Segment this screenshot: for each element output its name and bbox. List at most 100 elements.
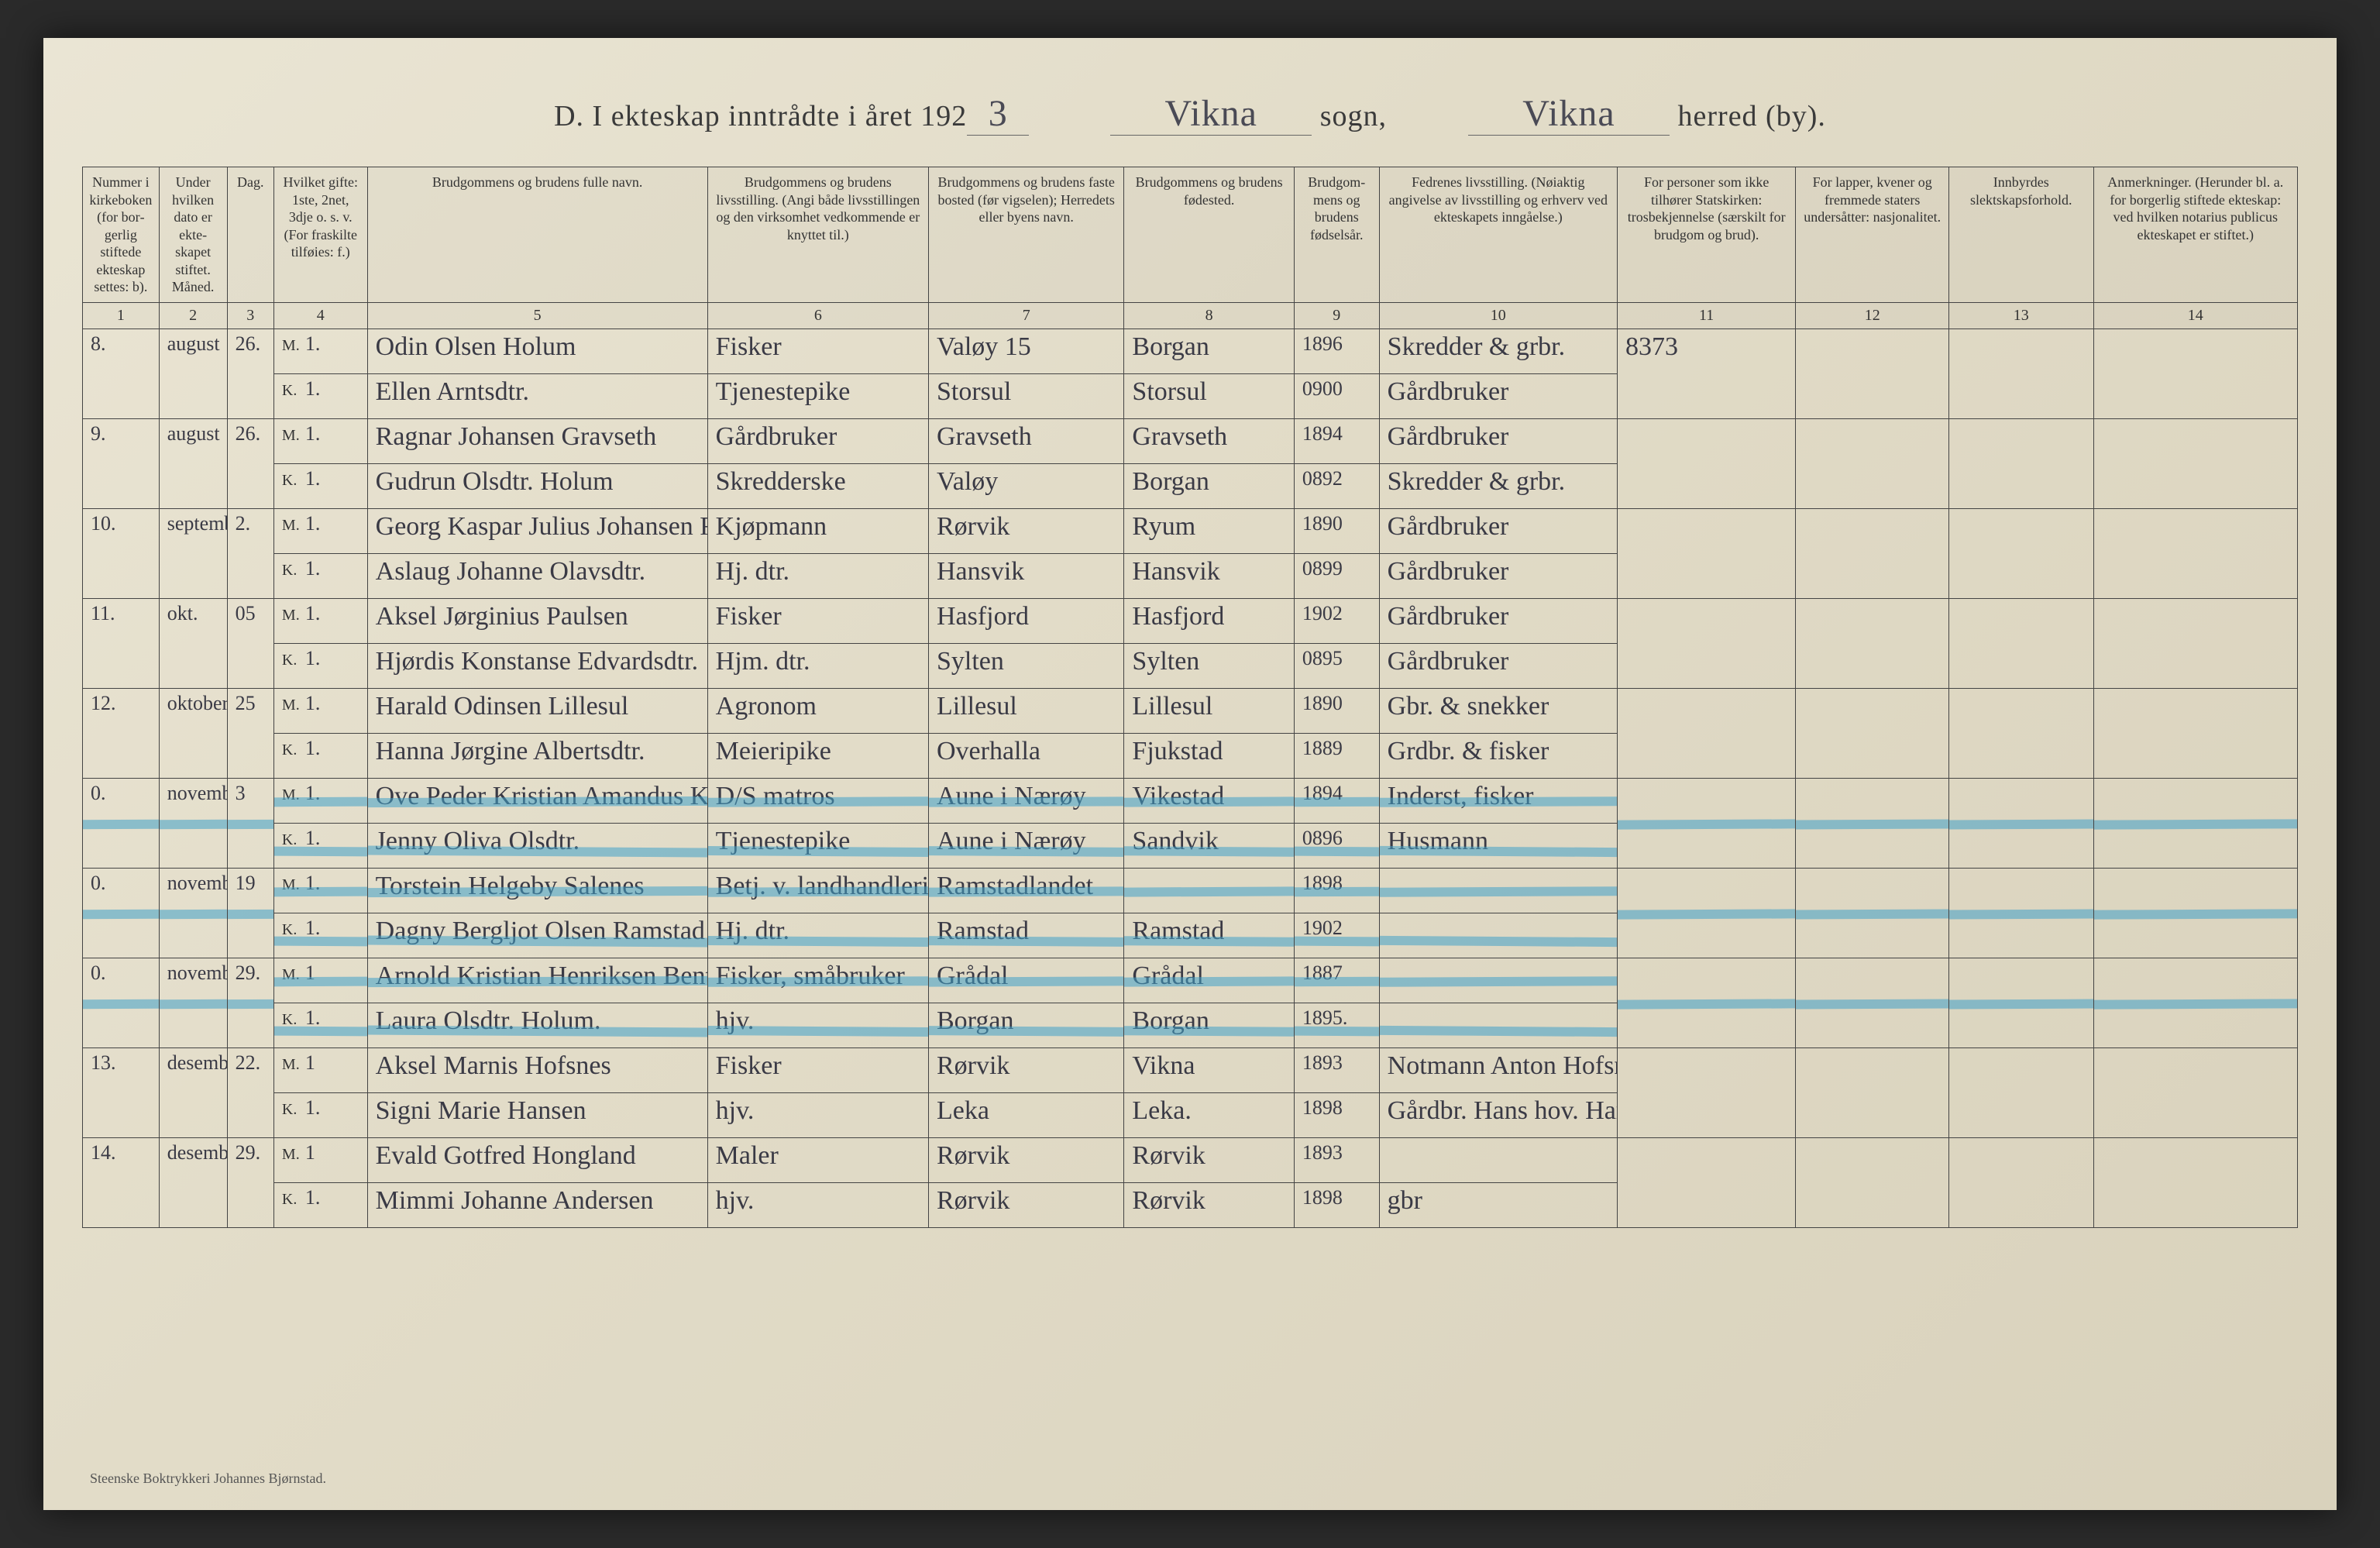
cell-year: 1890 [1294,688,1379,733]
col-header: Brudgom­mens og brudens fødsels­år. [1294,167,1379,303]
cell-month: november [159,958,227,1047]
cell-res: Rørvik [928,1047,1123,1092]
table-row: 14.desember29.M.1Evald Gotfred HonglandM… [83,1137,2298,1182]
cell-12 [1796,958,1949,1047]
cell-14 [2093,418,2297,508]
cell-month: septem­ber [159,508,227,598]
cell-12 [1796,1047,1949,1137]
header-sogn-value: Vikna [1110,92,1312,136]
cell-father: Skredder & grbr. [1379,329,1617,373]
cell-day: 26. [227,329,273,418]
cell-day: 29. [227,958,273,1047]
ledger-table: Nummer i kirke­boken (for bor­gerlig sti… [82,167,2298,1228]
cell-12 [1796,508,1949,598]
cell-gifte: K.1. [273,1182,367,1227]
col-header: Fedrenes livsstilling. (Nøiaktig angivel… [1379,167,1617,303]
cell-day: 19 [227,868,273,958]
cell-occ: Agronom [707,688,928,733]
cell-occ: D/S matros [707,778,928,823]
cell-13 [1948,418,2093,508]
table-head: Nummer i kirke­boken (for bor­gerlig sti… [83,167,2298,329]
table-row: 0.novem­ber3M.1.Ove Peder Kristian Amand… [83,778,2298,823]
cell-month: novem­ber [159,778,227,868]
cell-occ: Hj. dtr. [707,913,928,958]
cell-day: 29. [227,1137,273,1227]
cell-14 [2093,688,2297,778]
cell-born: Ryum [1124,508,1295,553]
cell-born: Sandvik [1124,823,1295,868]
cell-born: Lillesul [1124,688,1295,733]
ledger-page: D. I ekteskap inntrådte i året 1923 Vikn… [43,38,2337,1510]
cell-occ: hjv. [707,1182,928,1227]
cell-name: Mimmi Johanne Andersen [367,1182,707,1227]
cell-13 [1948,598,2093,688]
cell-13 [1948,868,2093,958]
cell-gifte: M.1 [273,1047,367,1092]
table-row: 10.septem­ber2.M.1.Georg Kaspar Julius J… [83,508,2298,553]
cell-year: 1894 [1294,418,1379,463]
cell-born: Hansvik [1124,553,1295,598]
cell-gifte: K.1. [273,553,367,598]
cell-num: 13. [83,1047,160,1137]
table-row: 0.novem­ber19M.1.Torstein Helgeby Salene… [83,868,2298,913]
cell-12 [1796,868,1949,958]
header-year: 3 [967,92,1029,136]
cell-11 [1617,958,1795,1047]
cell-res: Ramstadlandet [928,868,1123,913]
col-num: 7 [928,302,1123,329]
cell-14 [2093,329,2297,418]
cell-gifte: M.1 [273,1137,367,1182]
col-header: Hvilket gifte: 1ste, 2net, 3dje o. s. v.… [273,167,367,303]
cell-day: 22. [227,1047,273,1137]
col-num: 4 [273,302,367,329]
cell-gifte: K.1. [273,463,367,508]
cell-11 [1617,1047,1795,1137]
cell-born: Rørvik [1124,1137,1295,1182]
cell-occ: Meieripike [707,733,928,778]
cell-11 [1617,1137,1795,1227]
cell-occ: hjv. [707,1092,928,1137]
cell-name: Aksel Jørginius Paulsen [367,598,707,643]
cell-born [1124,868,1295,913]
cell-res: Valøy [928,463,1123,508]
cell-year: 1893 [1294,1047,1379,1092]
cell-gifte: M.1. [273,778,367,823]
cell-occ: Fisker [707,1047,928,1092]
cell-name: Harald Odinsen Lillesul [367,688,707,733]
cell-father: Inderst, fisker [1379,778,1617,823]
cell-day: 2. [227,508,273,598]
col-num: 12 [1796,302,1949,329]
table-row: 12.okto­ber25M.1.Harald Odinsen Lillesul… [83,688,2298,733]
cell-11 [1617,868,1795,958]
cell-num: 0. [83,958,160,1047]
cell-name: Ellen Arntsdtr. [367,373,707,418]
cell-name: Jenny Oliva Olsdtr. [367,823,707,868]
cell-born: Ramstad [1124,913,1295,958]
header-prefix: D. I ekteskap inntrådte i året 192 [554,100,967,132]
col-num: 1 [83,302,160,329]
header-sogn-label: sogn, [1320,100,1387,132]
col-header: Nummer i kirke­boken (for bor­gerlig sti… [83,167,160,303]
col-num: 6 [707,302,928,329]
cell-name: Odin Olsen Holum [367,329,707,373]
cell-year: 0892 [1294,463,1379,508]
cell-year: 1898 [1294,1092,1379,1137]
cell-occ: Tjenestepike [707,823,928,868]
page-header: D. I ekteskap inntrådte i året 1923 Vikn… [82,92,2298,136]
cell-gifte: M.1. [273,329,367,373]
cell-year: 0895 [1294,643,1379,688]
cell-father: Gårdbruker [1379,508,1617,553]
cell-res: Hasfjord [928,598,1123,643]
cell-name: Hjørdis Konstanse Edvardsdtr. [367,643,707,688]
cell-res: Rørvik [928,508,1123,553]
cell-born: Storsul [1124,373,1295,418]
cell-res: Borgan [928,1003,1123,1047]
cell-year: 1898 [1294,1182,1379,1227]
cell-13 [1948,958,2093,1047]
cell-gifte: K.1. [273,373,367,418]
cell-year: 1898 [1294,868,1379,913]
cell-year: 1889 [1294,733,1379,778]
cell-res: Ramstad [928,913,1123,958]
cell-year: 0899 [1294,553,1379,598]
cell-father: Gårdbruker [1379,643,1617,688]
